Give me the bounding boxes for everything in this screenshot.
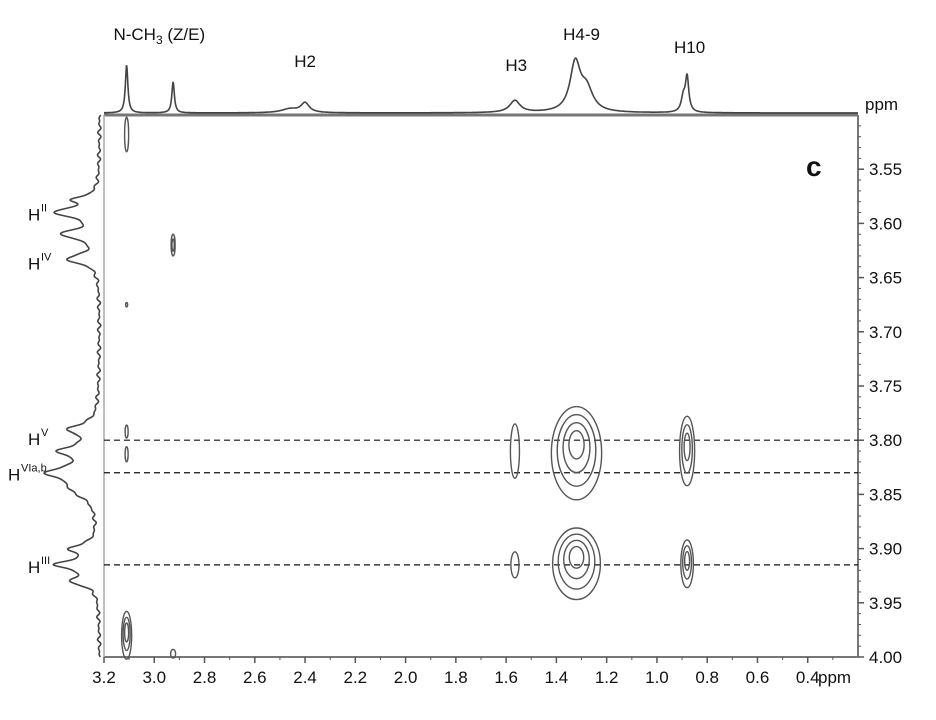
cross-peak-contour xyxy=(124,301,129,308)
x-tick-label: 1.6 xyxy=(494,668,518,687)
cross-peak-contour xyxy=(680,539,695,589)
peak-label: H4-9 xyxy=(563,25,600,44)
proton-label-superscript: IV xyxy=(41,251,52,263)
cross-peak-contour xyxy=(170,233,176,257)
x-tick-label: 3.0 xyxy=(142,668,166,687)
x-tick-label: 1.8 xyxy=(444,668,468,687)
peak-label: H2 xyxy=(294,52,316,71)
cross-peak-contour xyxy=(124,424,129,439)
x-tick-label: 1.0 xyxy=(645,668,669,687)
x-tick-label: 1.4 xyxy=(545,668,569,687)
x-tick-label: 2.0 xyxy=(394,668,418,687)
x-tick-label: 0.6 xyxy=(746,668,770,687)
y-tick-label: 3.70 xyxy=(869,323,902,342)
cross-peak-contour xyxy=(562,421,591,474)
cross-peak-contour xyxy=(681,424,694,474)
y-tick-label: 3.85 xyxy=(869,485,902,504)
cross-peak-contour xyxy=(123,622,130,643)
cross-peak-contour xyxy=(682,545,693,580)
x-tick-label: 1.2 xyxy=(595,668,619,687)
cross-peak-contour xyxy=(124,446,129,463)
peak-label: H10 xyxy=(674,38,705,57)
cross-peak-contour xyxy=(120,610,133,660)
proton-label-base: H xyxy=(8,466,20,485)
cross-peak-contour xyxy=(678,415,696,487)
cross-peak-contour xyxy=(169,648,177,659)
cross-peak-contour xyxy=(568,545,585,569)
proton-label-superscript: V xyxy=(41,427,49,439)
y-axis-unit: ppm xyxy=(865,95,898,114)
cross-peak-contour xyxy=(122,616,131,652)
cross-peak-contour xyxy=(563,539,590,580)
cross-peak-contour xyxy=(683,550,691,572)
cross-peak-contour xyxy=(568,430,585,460)
x-tick-label: 2.8 xyxy=(193,668,217,687)
left-1d-spectrum xyxy=(43,114,102,658)
proton-label-base: H xyxy=(28,558,40,577)
x-tick-label: 0.4 xyxy=(796,668,820,687)
y-tick-label: 3.60 xyxy=(869,214,902,233)
x-tick-label: 2.4 xyxy=(293,668,317,687)
x-axis-unit: ppm xyxy=(818,668,851,687)
x-tick-label: 0.8 xyxy=(695,668,719,687)
proton-label-superscript: II xyxy=(41,203,47,215)
proton-label-superscript: VIa,b xyxy=(21,463,47,475)
y-tick-label: 3.80 xyxy=(869,431,902,450)
y-tick-label: 3.90 xyxy=(869,540,902,559)
y-tick-label: 4.00 xyxy=(869,648,902,667)
top-1d-spectrum xyxy=(104,57,858,114)
plot-frame xyxy=(103,113,859,658)
proton-label-base: H xyxy=(28,206,40,225)
cross-peak-contour xyxy=(550,405,603,501)
cross-peak-contour xyxy=(171,238,175,252)
cross-peak-contour xyxy=(556,413,597,487)
proton-label-superscript: III xyxy=(41,555,50,567)
x-tick-label: 3.2 xyxy=(92,668,116,687)
cross-peak-contour xyxy=(551,527,602,601)
peak-label: N-CH3 (Z/E) xyxy=(113,25,205,47)
x-tick-label: 2.2 xyxy=(344,668,368,687)
cross-peak-contour xyxy=(123,116,130,153)
panel-label: c xyxy=(806,151,822,182)
proton-label-base: H xyxy=(28,430,40,449)
proton-label-base: H xyxy=(28,254,40,273)
y-tick-label: 3.55 xyxy=(869,160,902,179)
y-tick-label: 3.65 xyxy=(869,269,902,288)
cross-peak-contour xyxy=(557,533,596,590)
y-tick-label: 3.95 xyxy=(869,594,902,613)
cross-peak-contour xyxy=(509,423,521,479)
x-tick-label: 2.6 xyxy=(243,668,267,687)
peak-label: H3 xyxy=(505,56,527,75)
cross-peak-contour xyxy=(510,551,520,579)
cross-peak-contour xyxy=(683,432,691,462)
y-tick-label: 3.75 xyxy=(869,377,902,396)
